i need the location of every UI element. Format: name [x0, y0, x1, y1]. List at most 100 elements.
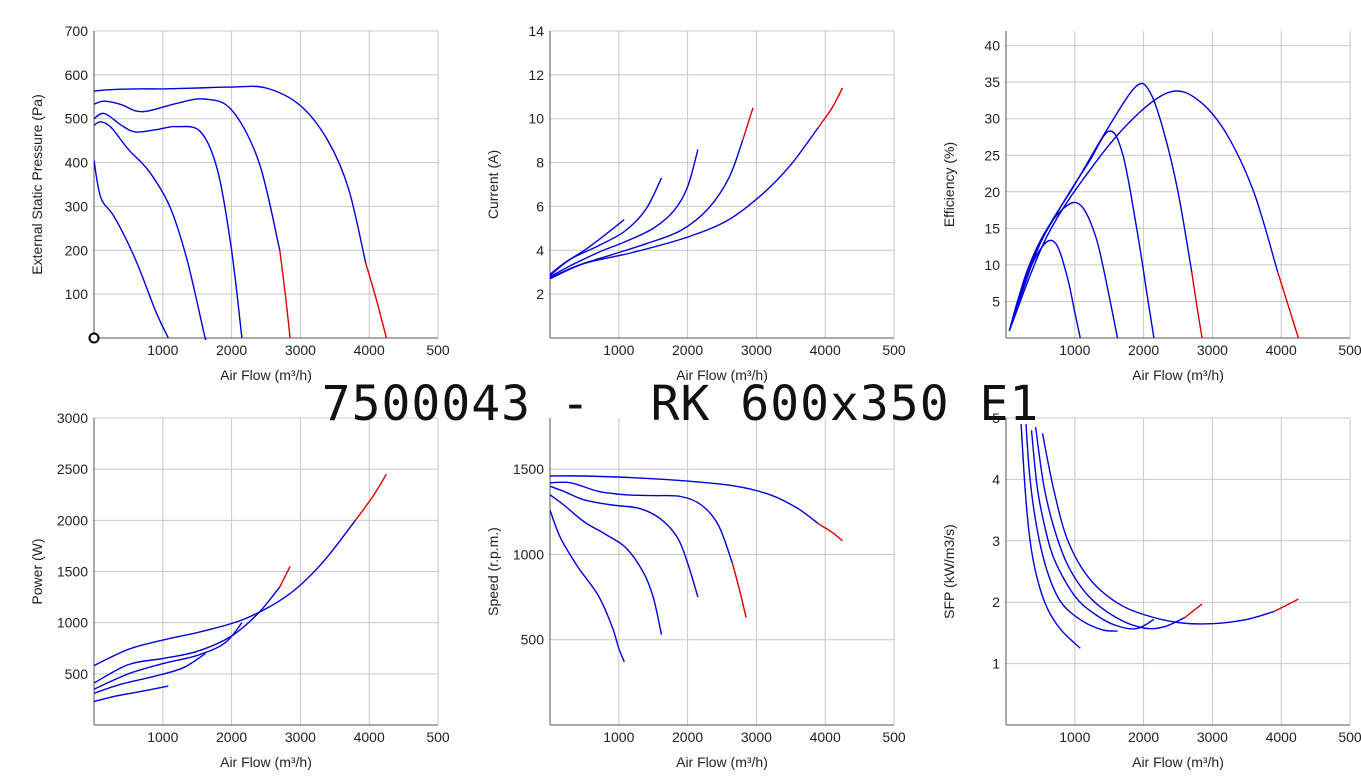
series-limit-segment: [1191, 272, 1203, 339]
chart-efficiency: 1000 2000 3000 4000 500 5 10 15 20 25 30 35 40 Air Fl…: [941, 31, 1361, 383]
y-tick-label: 20: [984, 184, 1000, 200]
x-tick-label: 500: [882, 342, 906, 358]
y-axis-label: Current (A): [485, 150, 501, 219]
y-tick-label: 5: [992, 410, 1000, 426]
series-line: [1034, 427, 1186, 630]
series-line: [94, 160, 169, 339]
series-group: [94, 473, 387, 703]
series-line: [1030, 430, 1155, 630]
y-tick-label: 500: [521, 632, 545, 648]
series-line: [1008, 239, 1081, 339]
series-line: [94, 85, 367, 264]
x-tick-label: 1000: [1059, 342, 1090, 358]
x-tick-label: 1000: [603, 342, 634, 358]
y-tick-label: 2: [992, 594, 1000, 610]
x-tick-label: 2000: [216, 342, 247, 358]
y-axis-label: Speed (r.p.m.): [485, 527, 501, 616]
y-tick-label: 10: [528, 111, 544, 127]
chart-sfp: 1000 2000 3000 4000 500 1 2 3 4 5 Air Flow (m³/h) S…: [941, 410, 1361, 770]
series-line: [1008, 82, 1193, 331]
series-line: [550, 509, 625, 663]
series-limit-segment: [731, 562, 747, 618]
origin-marker[interactable]: [88, 332, 100, 344]
series-line: [1008, 201, 1119, 339]
series-line: [94, 652, 206, 694]
x-tick-label: 2000: [672, 729, 703, 745]
series-line: [1008, 130, 1155, 339]
y-tick-label: 200: [65, 242, 89, 258]
series-limit-segment: [741, 107, 754, 141]
series-limit-segment: [354, 473, 387, 521]
y-tick-label: 600: [65, 67, 89, 83]
y-tick-label: 25: [984, 147, 1000, 163]
y-tick-label: 700: [65, 23, 89, 39]
series-group: [550, 87, 844, 280]
y-tick-label: 3000: [57, 410, 88, 426]
y-tick-label: 2500: [57, 461, 88, 477]
x-tick-label: 500: [426, 342, 450, 358]
y-tick-label: 2: [536, 286, 544, 302]
y-tick-label: 14: [528, 23, 544, 39]
x-axis-label: Air Flow (m³/h): [1132, 367, 1224, 383]
chart-current: 1000 2000 3000 4000 500 2 4 6 8 10 12 14 Air Flow (m…: [485, 23, 906, 383]
y-tick-label: 1: [992, 656, 1000, 672]
series-line: [550, 127, 819, 280]
x-tick-label: 3000: [1197, 729, 1228, 745]
y-tick-label: 500: [65, 111, 89, 127]
x-axis-label: Air Flow (m³/h): [1132, 754, 1224, 770]
series-line: [1020, 424, 1081, 649]
x-tick-label: 3000: [741, 342, 772, 358]
y-tick-label: 12: [528, 67, 544, 83]
y-tick-label: 1500: [513, 461, 544, 477]
x-tick-label: 4000: [354, 729, 385, 745]
series-limit-segment: [1184, 603, 1203, 619]
x-tick-label: 1000: [603, 729, 634, 745]
x-tick-label: 1000: [1059, 729, 1090, 745]
y-tick-label: 30: [984, 111, 1000, 127]
series-line: [94, 622, 243, 690]
x-axis-label: Air Flow (m³/h): [220, 754, 312, 770]
series-line: [550, 475, 819, 525]
series-line: [94, 121, 207, 340]
chart-pressure: 1000 2000 3000 4000 500 100 200 300 400 500 600 700…: [29, 23, 450, 383]
y-tick-label: 100: [65, 286, 89, 302]
x-tick-label: 500: [426, 729, 450, 745]
series-line: [94, 98, 281, 251]
series-limit-segment: [817, 87, 844, 128]
series-line: [94, 685, 169, 703]
x-tick-label: 1000: [147, 729, 178, 745]
x-axis-label: Air Flow (m³/h): [676, 367, 768, 383]
series-line: [94, 112, 243, 339]
x-axis-label: Air Flow (m³/h): [676, 754, 768, 770]
chart-power: 1000 2000 3000 4000 500 500 1000 1500 2000 2500 30…: [29, 410, 450, 770]
y-tick-label: 500: [65, 666, 89, 682]
series-limit-segment: [365, 263, 388, 339]
y-tick-label: 15: [984, 220, 1000, 236]
series-group: [1020, 424, 1299, 649]
series-limit-segment: [279, 566, 291, 588]
series-line: [550, 149, 699, 278]
y-tick-label: 1500: [57, 564, 88, 580]
y-tick-label: 2000: [57, 512, 88, 528]
y-tick-label: 1000: [57, 615, 88, 631]
series-group: [94, 85, 388, 340]
y-tick-label: 3: [992, 533, 1000, 549]
y-tick-label: 300: [65, 198, 89, 214]
y-tick-label: 1000: [513, 546, 544, 562]
x-tick-label: 500: [1338, 342, 1361, 358]
y-tick-label: 4: [536, 242, 544, 258]
y-tick-label: 5: [992, 293, 1000, 309]
x-tick-label: 4000: [1266, 729, 1297, 745]
series-line: [94, 519, 356, 667]
y-axis-label: Power (W): [29, 538, 45, 604]
y-tick-label: 40: [984, 38, 1000, 54]
y-tick-label: 10: [984, 257, 1000, 273]
series-limit-segment: [1273, 598, 1299, 613]
chart-speed: 1000 2000 3000 4000 500 500 1000 1500 Air Flow (…: [485, 418, 906, 770]
series-limit-segment: [817, 523, 843, 542]
series-limit-segment: [1277, 271, 1300, 339]
x-tick-label: 1000: [147, 342, 178, 358]
x-tick-label: 3000: [741, 729, 772, 745]
y-tick-label: 400: [65, 155, 89, 171]
series-group: [1008, 82, 1300, 339]
